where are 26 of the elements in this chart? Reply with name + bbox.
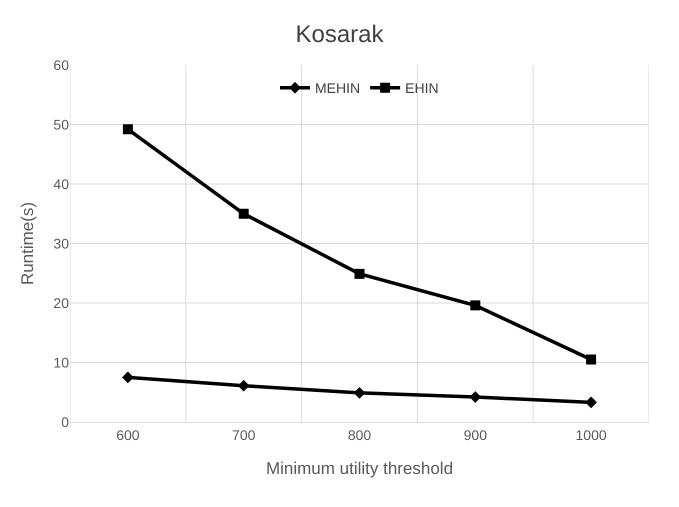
point xyxy=(122,372,134,384)
chart-title: Kosarak xyxy=(295,21,385,48)
point xyxy=(354,387,366,399)
point xyxy=(586,354,596,365)
point xyxy=(122,124,133,134)
legend-label: MEHIN xyxy=(315,80,360,96)
x-axis-title: Minimum utility threshold xyxy=(266,459,454,478)
point xyxy=(470,300,480,310)
legend-label: EHIN xyxy=(405,80,439,96)
point xyxy=(585,396,597,408)
y-tick-label: 50 xyxy=(53,116,70,132)
y-tick-label: 20 xyxy=(53,294,70,311)
x-tick-label: 1000 xyxy=(576,426,607,443)
y-tick-label: 40 xyxy=(53,176,70,192)
y-axis-title: Runtime(s) xyxy=(18,202,37,286)
point xyxy=(354,268,364,279)
point xyxy=(238,380,250,392)
y-tick-label: 10 xyxy=(53,354,70,370)
y-tick-label: 0 xyxy=(61,414,70,430)
x-tick-label: 600 xyxy=(116,426,140,443)
y-tick-label: 30 xyxy=(53,235,70,252)
x-tick-label: 700 xyxy=(232,426,256,443)
point xyxy=(238,208,249,219)
x-tick-label: 800 xyxy=(348,426,372,443)
x-tick-label: 900 xyxy=(464,426,488,443)
y-tick-label: 60 xyxy=(53,56,70,73)
